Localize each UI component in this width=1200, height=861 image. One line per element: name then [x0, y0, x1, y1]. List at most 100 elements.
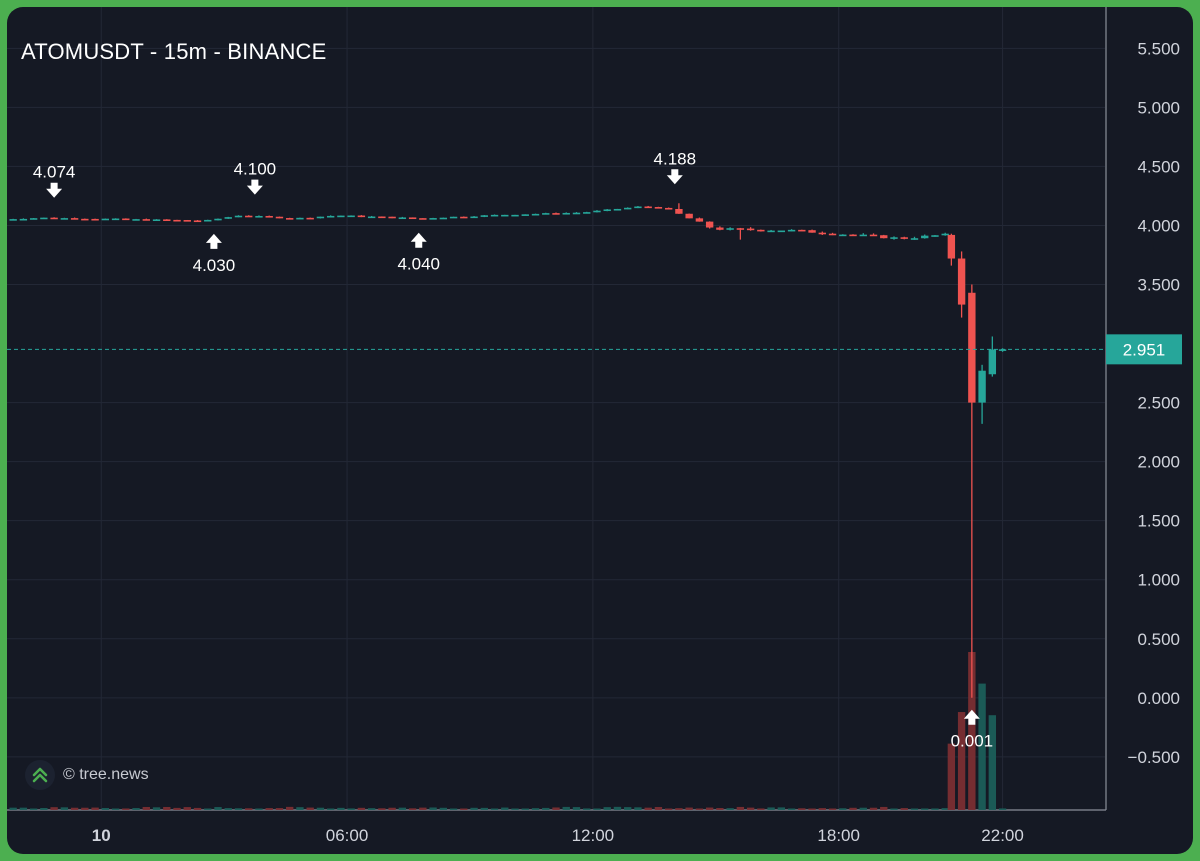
candle-body[interactable] — [70, 218, 79, 220]
candle-body[interactable] — [777, 230, 786, 233]
candle-body[interactable] — [296, 217, 304, 220]
candle-body[interactable] — [808, 230, 816, 233]
candle-body[interactable] — [705, 221, 714, 228]
current-price-label: 2.951 — [1123, 340, 1166, 359]
candle-body[interactable] — [695, 218, 704, 222]
candle-body[interactable] — [183, 220, 191, 222]
candle-body[interactable] — [449, 216, 458, 219]
candle-body[interactable] — [255, 215, 263, 218]
candle-body[interactable] — [849, 234, 857, 237]
candle-body[interactable] — [767, 230, 775, 233]
candle-body[interactable] — [367, 216, 376, 219]
candle-body[interactable] — [245, 215, 253, 218]
candle-body[interactable] — [859, 234, 867, 237]
candle-body[interactable] — [337, 215, 345, 218]
candle-body[interactable] — [29, 218, 38, 220]
candle-body[interactable] — [480, 215, 488, 217]
candle-body[interactable] — [572, 212, 581, 215]
candle-body[interactable] — [460, 216, 468, 219]
candle-body[interactable] — [9, 219, 17, 221]
candle-body[interactable] — [122, 218, 130, 221]
candle-body[interactable] — [306, 217, 314, 220]
candle-body[interactable] — [736, 228, 745, 230]
candle-body[interactable] — [152, 219, 161, 222]
candle-body[interactable] — [664, 207, 673, 210]
candle-body[interactable] — [787, 229, 796, 232]
candlestick-chart[interactable]: 5.500 5.000 4.500 4.000 3.500 2.500 2.000 1.500… — [7, 7, 1193, 854]
candle-body[interactable] — [562, 212, 570, 215]
candle-body[interactable] — [408, 217, 417, 220]
candle-body[interactable] — [91, 218, 99, 221]
candle-body[interactable] — [583, 212, 591, 214]
candle-body[interactable] — [634, 206, 642, 209]
candle-body[interactable] — [40, 217, 48, 220]
candle-body[interactable] — [214, 218, 222, 221]
candle-body[interactable] — [978, 370, 986, 403]
candle-body[interactable] — [511, 214, 519, 217]
candle-body[interactable] — [890, 237, 898, 239]
candle-body[interactable] — [968, 292, 976, 403]
candle-body[interactable] — [163, 219, 171, 222]
candle-body[interactable] — [101, 218, 110, 221]
candle-body[interactable] — [347, 215, 355, 218]
candle-body[interactable] — [613, 208, 622, 211]
candle-body[interactable] — [378, 216, 386, 219]
candle-body[interactable] — [326, 215, 335, 218]
candle-body[interactable] — [552, 213, 560, 215]
candle-body[interactable] — [998, 349, 1007, 351]
candle-body[interactable] — [470, 216, 478, 219]
candle-body[interactable] — [880, 235, 888, 239]
candle-body[interactable] — [957, 258, 966, 305]
candle-body[interactable] — [234, 215, 243, 218]
candle-body[interactable] — [542, 213, 550, 215]
candle-body[interactable] — [439, 217, 448, 220]
candle-body[interactable] — [419, 218, 427, 220]
candle-body[interactable] — [644, 206, 652, 209]
candle-body[interactable] — [429, 218, 437, 220]
candle-body[interactable] — [193, 220, 202, 223]
candle-body[interactable] — [204, 219, 212, 222]
candle-body[interactable] — [675, 209, 683, 214]
candle-body[interactable] — [132, 219, 140, 221]
candle-body[interactable] — [490, 214, 499, 217]
candle-body[interactable] — [19, 218, 28, 221]
candle-body[interactable] — [142, 219, 150, 221]
candle-body[interactable] — [593, 210, 601, 213]
candle-body[interactable] — [173, 219, 181, 222]
candle-body[interactable] — [624, 207, 632, 210]
candle-body[interactable] — [603, 209, 611, 212]
candle-body[interactable] — [357, 215, 366, 218]
candle-body[interactable] — [521, 214, 529, 216]
candle-body[interactable] — [988, 349, 997, 375]
candle-body[interactable] — [798, 229, 806, 232]
candle-body[interactable] — [818, 232, 826, 235]
candle-body[interactable] — [388, 216, 396, 219]
candle-body[interactable] — [654, 207, 663, 209]
candle-body[interactable] — [726, 228, 734, 230]
candle-body[interactable] — [869, 234, 878, 237]
candle-body[interactable] — [501, 214, 509, 217]
candle-body[interactable] — [746, 228, 755, 231]
candle-body[interactable] — [531, 213, 540, 216]
candle-body[interactable] — [757, 229, 765, 232]
candle-body[interactable] — [947, 234, 956, 259]
candle-body[interactable] — [828, 233, 837, 236]
candle-body[interactable] — [398, 217, 407, 220]
candle-body[interactable] — [921, 235, 929, 239]
candle-body[interactable] — [81, 218, 89, 221]
candle-body[interactable] — [716, 227, 724, 230]
candle-body[interactable] — [839, 234, 847, 237]
candle-body[interactable] — [265, 215, 273, 218]
candle-body[interactable] — [316, 216, 325, 219]
candle-body[interactable] — [286, 218, 294, 220]
candle-body[interactable] — [685, 213, 693, 219]
candle-body[interactable] — [931, 235, 939, 237]
candle-body[interactable] — [900, 237, 908, 239]
candle-body[interactable] — [60, 218, 69, 220]
candle-body[interactable] — [275, 216, 284, 219]
candle-body[interactable] — [910, 238, 919, 240]
candle-body[interactable] — [111, 218, 120, 221]
candle-body[interactable] — [224, 217, 232, 219]
candle-body[interactable] — [50, 217, 58, 220]
candle-body[interactable] — [941, 233, 949, 236]
